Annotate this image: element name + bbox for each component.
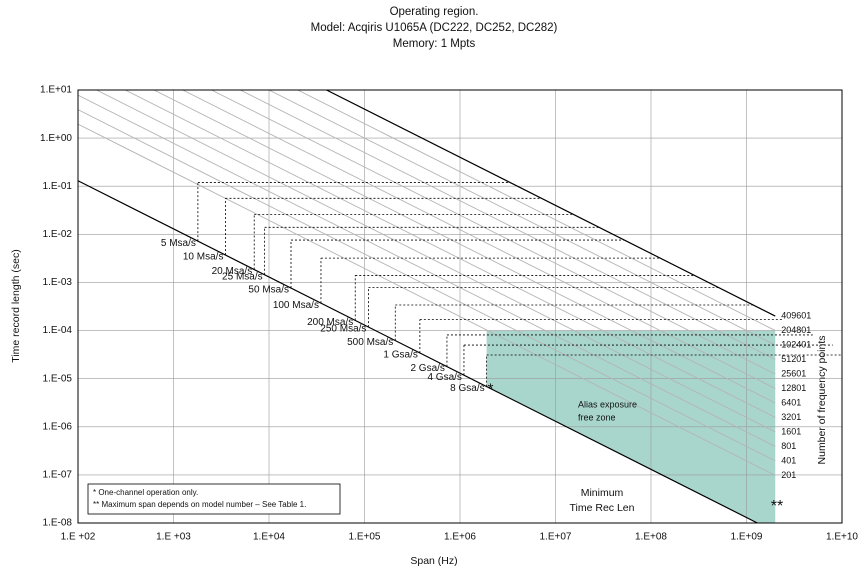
y-tick-label: 1.E+00 [40, 133, 72, 144]
chart-title: Operating region. [390, 6, 479, 18]
y-tick-label: 1.E-05 [43, 373, 73, 384]
sample-rate-label: 20 Msa/s [212, 266, 253, 277]
chart-title: Memory: 1 Mpts [393, 38, 476, 50]
frequency-line [153, 90, 776, 404]
sample-rate-label: 500 Msa/s [347, 337, 393, 348]
note: ** Maximum span depends on model number … [93, 500, 306, 509]
frequency-line [78, 94, 776, 447]
x-tick-label: 1.E +02 [61, 532, 96, 543]
sample-rate-label: 250 Msa/s [320, 324, 366, 335]
frequency-label: 801 [781, 441, 796, 451]
frequency-label: 6401 [781, 397, 801, 407]
y-axis-title: Time record length (sec) [10, 249, 22, 362]
frequency-line [78, 123, 776, 476]
sample-rate-label: 5 Msa/s [161, 238, 196, 249]
note: * One-channel operation only. [93, 488, 198, 497]
x-axis-title: Span (Hz) [410, 555, 457, 567]
x-tick-label: 1.E+05 [349, 532, 381, 543]
y-tick-label: 1.E-04 [43, 325, 73, 336]
x-tick-label: 1.E +03 [156, 532, 191, 543]
frequency-line [326, 90, 776, 317]
frequency-label: 3201 [781, 412, 801, 422]
sample-rate-label: 50 Msa/s [248, 285, 289, 296]
frequency-label: 409601 [781, 310, 811, 320]
y2-axis-title: Number of frequency points [816, 336, 828, 465]
sample-rate-label: 2 Gsa/s [410, 363, 444, 374]
x-tick-label: 1.E+08 [635, 532, 667, 543]
max-span-marker: ** [771, 498, 783, 515]
frequency-line [268, 90, 776, 346]
y-tick-label: 1.E-02 [43, 229, 73, 240]
frequency-line [240, 90, 776, 360]
y-tick-label: 1.E-03 [43, 277, 73, 288]
sample-rate-label: 100 Msa/s [273, 300, 319, 311]
y-tick-label: 1.E-01 [43, 181, 73, 192]
sample-rate-label: 10 Msa/s [183, 252, 224, 263]
sample-rate-label: 1 Gsa/s [383, 350, 417, 361]
frequency-line [182, 90, 776, 389]
sample-rate-label: 200 Msa/s [307, 317, 353, 328]
frequency-label: 201 [781, 470, 796, 480]
zone-label: Alias exposure [578, 399, 637, 409]
chart-title: Model: Acqiris U1065A (DC222, DC252, DC2… [311, 22, 558, 34]
y-tick-label: 1.E+01 [40, 85, 72, 96]
zone-label: free zone [578, 412, 616, 422]
frequency-label: 12801 [781, 383, 806, 393]
frequency-line [78, 109, 776, 462]
x-tick-label: 1.E+07 [540, 532, 572, 543]
frequency-label: 102401 [781, 339, 811, 349]
minimum-label: Minimum [581, 487, 624, 499]
y-tick-label: 1.E-07 [43, 470, 73, 481]
x-tick-label: 1.E+10 [826, 532, 858, 543]
frequency-label: 51201 [781, 354, 806, 364]
frequency-line [125, 90, 776, 418]
frequency-label: 401 [781, 455, 796, 465]
frequency-line [211, 90, 776, 375]
x-tick-label: 1.E+09 [731, 532, 763, 543]
footnote-marker: * [488, 381, 494, 398]
y-tick-label: 1.E-06 [43, 421, 73, 432]
sample-rate-label: 4 Gsa/s [427, 372, 461, 383]
x-tick-label: 1.E+04 [253, 532, 285, 543]
frequency-label: 204801 [781, 325, 811, 335]
minimum-line [78, 180, 758, 523]
y-tick-label: 1.E-08 [43, 518, 73, 529]
frequency-label: 1601 [781, 426, 801, 436]
minimum-label: Time Rec Len [570, 502, 635, 514]
notes-box [87, 483, 341, 515]
plot-frame [77, 89, 843, 524]
frequency-label: 25601 [781, 368, 806, 378]
x-tick-label: 1.E+06 [444, 532, 476, 543]
frequency-line [96, 90, 776, 433]
sample-rate-label: 8 Gsa/s [450, 383, 484, 394]
sample-rate-label: 25 Msa/s [222, 271, 263, 282]
frequency-line [297, 90, 776, 331]
plot-clip-group [78, 90, 842, 523]
